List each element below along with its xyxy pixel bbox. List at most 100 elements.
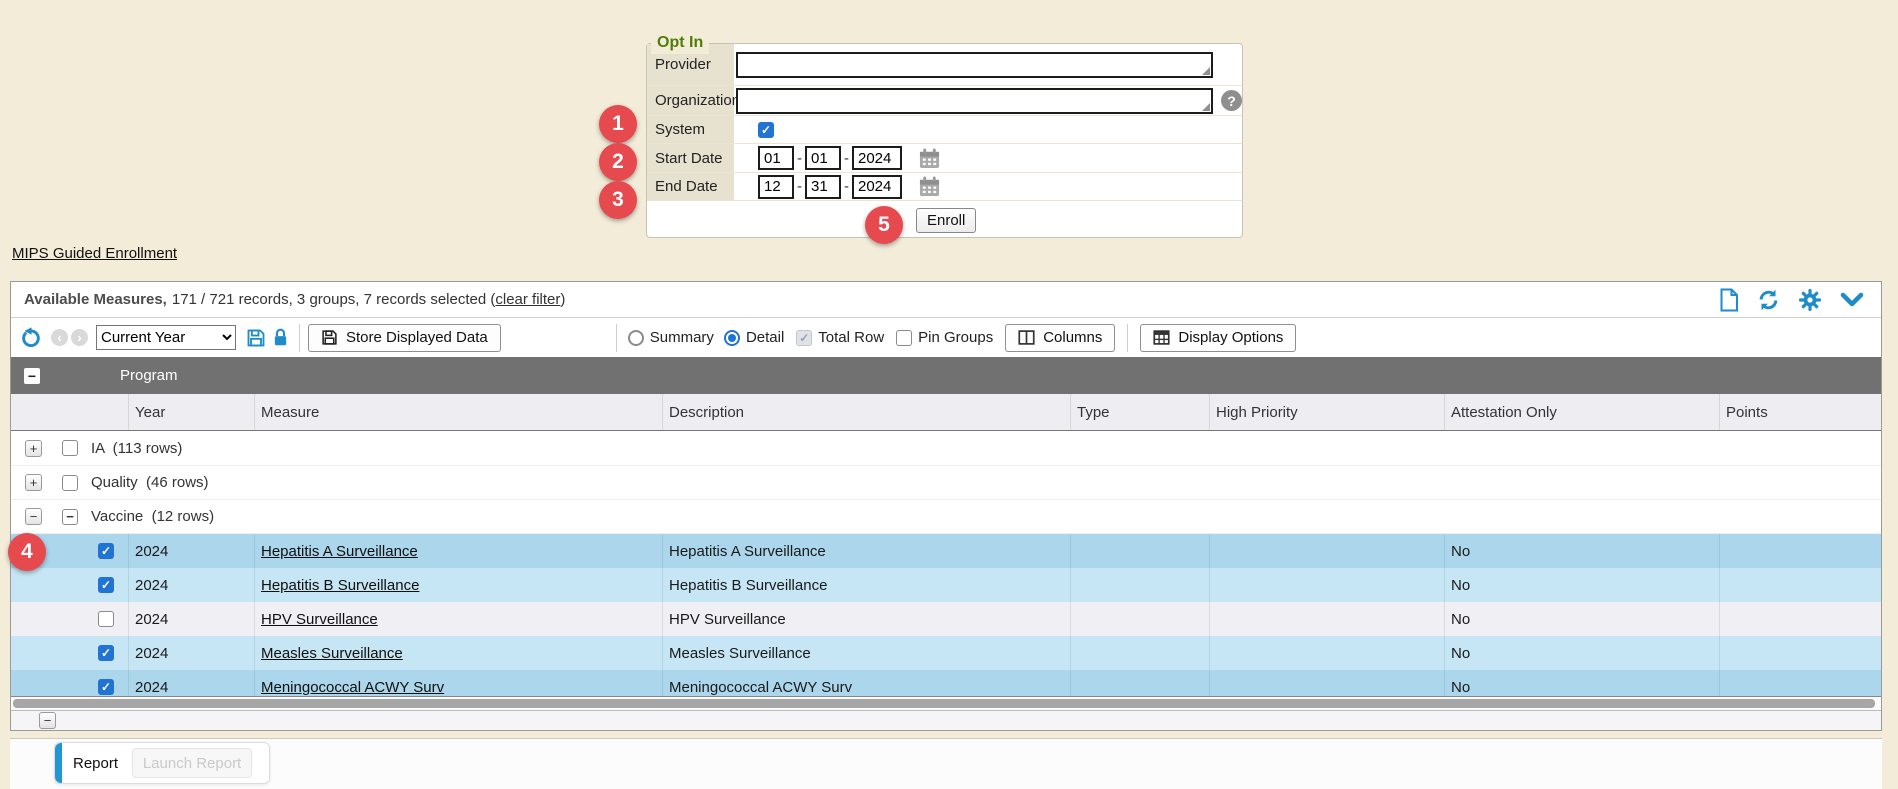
date-separator: - [797,149,802,167]
measure-link[interactable]: Meningococcal ACWY Surv [261,678,445,696]
step-badge-2: 2 [599,143,637,181]
row-description: Hepatitis B Surveillance [663,568,1071,602]
collapse-program-icon[interactable]: − [24,367,40,384]
help-icon[interactable]: ? [1221,90,1242,111]
end-month-input[interactable] [758,174,794,199]
row-checkbox[interactable]: ✓ [98,543,114,559]
measure-link[interactable]: Hepatitis A Surveillance [261,542,418,560]
column-header-high-priority[interactable]: High Priority [1210,394,1445,430]
undo-icon[interactable] [20,326,42,349]
column-header-description[interactable]: Description [663,394,1071,430]
horizontal-scrollbar-track[interactable] [11,697,1881,710]
quality-group-checkbox[interactable] [62,474,78,491]
column-header-type[interactable]: Type [1071,394,1210,430]
table-row: ✓ 2024 Hepatitis B Surveillance Hepatiti… [11,568,1881,602]
row-type [1071,568,1210,602]
columns-label: Columns [1043,329,1103,346]
date-separator: - [844,149,849,167]
report-accent-bar [55,743,62,783]
row-checkbox[interactable]: ✓ [98,577,114,593]
detail-radio[interactable] [723,329,740,346]
view-select[interactable]: Current Year [96,325,236,350]
next-page-button[interactable]: › [71,329,88,346]
program-group-title: Program [120,367,178,384]
row-high-priority [1210,670,1445,696]
lock-icon[interactable] [272,327,289,348]
report-strip: Report Launch Report [10,738,1882,789]
row-year: 2024 [129,636,255,670]
column-header-measure[interactable]: Measure [255,394,663,430]
store-displayed-data-button[interactable]: Store Displayed Data [308,323,501,352]
collapse-vaccine-icon[interactable]: − [25,508,42,525]
ia-group-checkbox[interactable] [62,440,78,456]
provider-input[interactable] [736,51,1213,78]
launch-report-button[interactable]: Launch Report [132,748,253,778]
column-header-points[interactable]: Points [1726,403,1768,421]
row-checkbox[interactable]: ✓ [98,645,114,661]
columns-icon [1018,329,1035,346]
row-points [1720,568,1881,602]
column-header-attestation-only[interactable]: Attestation Only [1445,394,1720,430]
measure-link[interactable]: Hepatitis B Surveillance [261,576,420,594]
row-year: 2024 [129,602,255,636]
pin-groups-checkbox[interactable] [896,329,913,346]
record-summary: 171 / 721 records, 3 groups, 7 records s… [171,291,496,308]
measures-panel: Available Measures, 171 / 721 records, 3… [10,281,1882,731]
collapse-footer-icon[interactable]: − [39,712,56,729]
vaccine-group-checkbox[interactable]: − [62,508,78,525]
detail-radio-label: Detail [745,329,785,346]
measure-link[interactable]: HPV Surveillance [261,610,378,628]
enroll-row: Enroll [647,201,1242,239]
mips-guided-enrollment-link[interactable]: MIPS Guided Enrollment [12,245,178,262]
organization-row: Organization ? [647,86,1242,116]
end-year-input[interactable] [852,174,902,199]
prev-page-button[interactable]: ‹ [51,329,68,346]
toolbar-separator [299,323,300,352]
date-separator: - [797,178,802,195]
enroll-button[interactable]: Enroll [916,207,977,233]
row-points [1720,534,1881,568]
resize-handle-icon [1202,66,1210,75]
measure-link[interactable]: Measles Surveillance [261,644,403,662]
expand-quality-icon[interactable]: + [25,474,42,491]
start-day-input[interactable] [805,146,841,170]
system-checkbox[interactable]: ✓ [758,121,774,138]
row-attestation-only: No [1445,602,1720,636]
start-month-input[interactable] [758,146,794,170]
row-type [1071,602,1210,636]
column-header-year[interactable]: Year [129,394,255,430]
columns-button[interactable]: Columns [1005,323,1116,352]
end-day-input[interactable] [805,174,841,199]
gear-icon[interactable] [1798,288,1822,312]
row-checkbox[interactable]: ✓ [98,679,114,695]
step-badge-4: 4 [8,533,46,571]
step-badge-5: 5 [865,206,903,244]
total-row-label: Total Row [818,329,885,346]
expand-ia-icon[interactable]: + [25,439,42,457]
display-options-button[interactable]: Display Options [1140,323,1297,352]
refresh-icon[interactable] [1756,288,1781,312]
row-checkbox[interactable] [98,611,114,627]
row-attestation-only: No [1445,636,1720,670]
group-row-quality: + Quality (46 rows) [11,466,1881,500]
row-type [1071,636,1210,670]
table-row: ✓ 2024 Hepatitis A Surveillance Hepatiti… [11,534,1881,568]
data-rows: ✓ 2024 Hepatitis A Surveillance Hepatiti… [11,534,1881,697]
clear-filter-link[interactable]: clear filter [495,291,561,308]
display-options-label: Display Options [1178,329,1284,346]
organization-input[interactable] [736,87,1213,114]
save-view-icon[interactable] [246,328,266,348]
summary-radio[interactable] [627,329,644,346]
start-year-input[interactable] [852,146,902,170]
chevron-down-icon[interactable] [1839,291,1865,309]
panel-toolbar: ‹ › Current Year Store Displayed Data Su… [11,318,1881,357]
total-row-checkbox[interactable]: ✓ [796,329,813,346]
row-description: Meningococcal ACWY Surv [663,670,1071,696]
horizontal-scrollbar[interactable] [13,699,1875,708]
calendar-icon[interactable] [919,147,940,169]
calendar-icon[interactable] [919,176,940,197]
row-description: Hepatitis A Surveillance [663,534,1071,568]
row-high-priority [1210,636,1445,670]
start-date-label: Start Date [647,144,734,172]
new-document-icon[interactable] [1719,288,1739,312]
